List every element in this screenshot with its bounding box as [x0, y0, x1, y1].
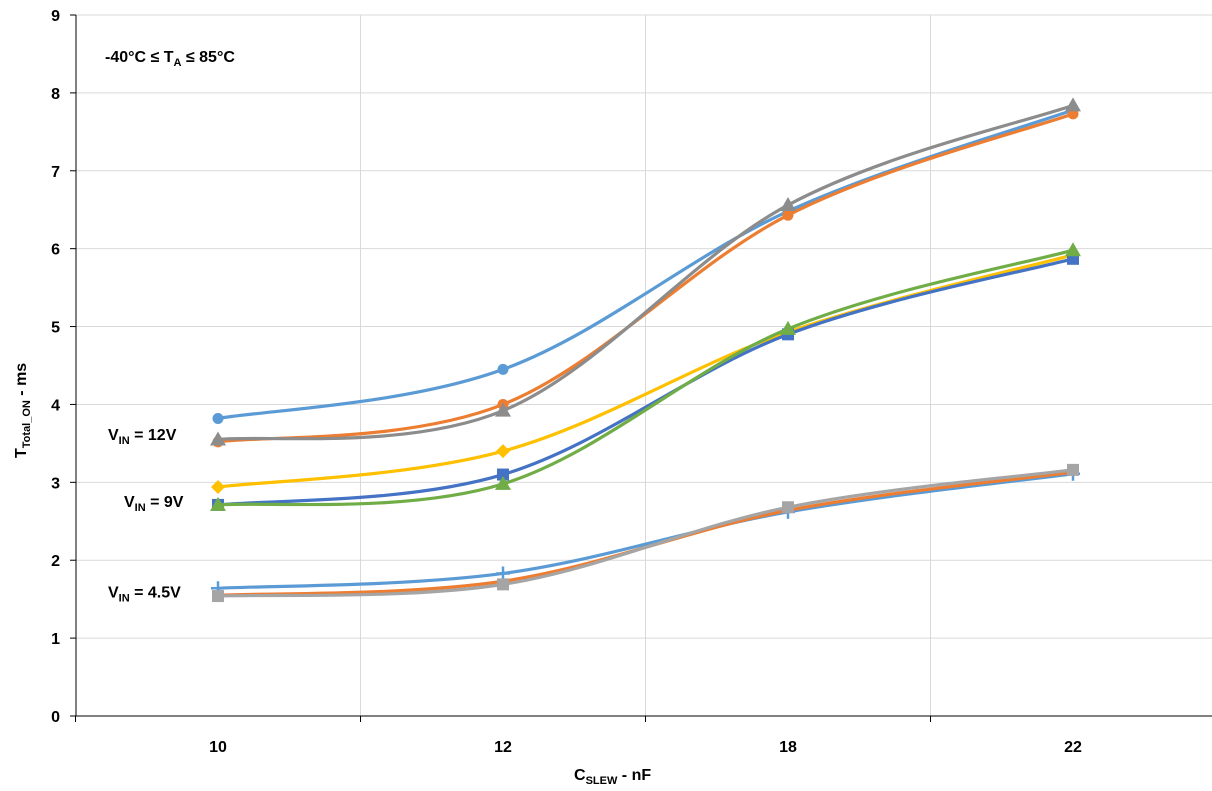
x-axis-label: CSLEW - nF: [574, 767, 651, 787]
axes: [70, 14, 1212, 722]
series-4.5V-8: [212, 463, 1079, 603]
data-point-square: [212, 590, 224, 603]
x-tick-label: 22: [1064, 739, 1082, 756]
series-line: [217, 253, 1074, 489]
y-tick-label: 8: [51, 86, 60, 103]
data-point-plus: [496, 566, 510, 581]
vin-9v-label: VIN = 9V: [124, 494, 184, 514]
y-tick-label: 9: [51, 8, 60, 25]
y-tick-label: 2: [51, 553, 60, 570]
data-point-triangle: [780, 197, 796, 212]
y-tick-label: 4: [51, 397, 60, 414]
series-9V-5: [210, 242, 1081, 511]
data-point-triangle: [1065, 242, 1081, 257]
x-tick-label: 10: [209, 739, 227, 756]
data-point-diamond: [496, 444, 510, 459]
data-point-square: [497, 578, 509, 591]
data-point-square: [1067, 463, 1079, 476]
data-point-square: [782, 501, 794, 514]
y-tick-label: 3: [51, 475, 60, 492]
y-tick-label: 7: [51, 164, 60, 181]
data-point-circle: [782, 209, 794, 221]
series-line: [217, 257, 1074, 507]
series-line: [217, 248, 1074, 507]
data-point-circle: [497, 363, 509, 375]
data-point-diamond: [211, 480, 225, 495]
series-12V-2: [210, 97, 1081, 446]
temperature-annotation: -40°C ≤ TA ≤ 85°C: [105, 49, 235, 69]
x-tick-label: 18: [779, 739, 797, 756]
data-point-triangle: [780, 320, 796, 335]
y-tick-label: 6: [51, 242, 60, 259]
data-point-triangle: [1065, 97, 1081, 112]
x-tick-label: 12: [494, 739, 512, 756]
vin-4.5v-label: VIN = 4.5V: [108, 584, 181, 604]
series-line: [217, 468, 1074, 598]
vin-12v-label: VIN = 12V: [108, 427, 177, 447]
y-axis-label: TTotal_ON - ms: [13, 363, 33, 458]
data-point-circle: [212, 412, 224, 424]
y-tick-label: 0: [51, 709, 60, 726]
series-line: [217, 472, 1074, 590]
series-lines: [210, 97, 1081, 603]
y-tick-label: 5: [51, 320, 60, 337]
data-point-square: [497, 468, 509, 481]
series-line: [217, 108, 1074, 421]
data-point-triangle: [210, 431, 226, 446]
y-tick-label: 1: [51, 631, 60, 648]
data-point-triangle: [495, 475, 511, 490]
data-point-triangle: [210, 496, 226, 511]
data-point-triangle: [495, 402, 511, 417]
series-line: [217, 103, 1074, 442]
